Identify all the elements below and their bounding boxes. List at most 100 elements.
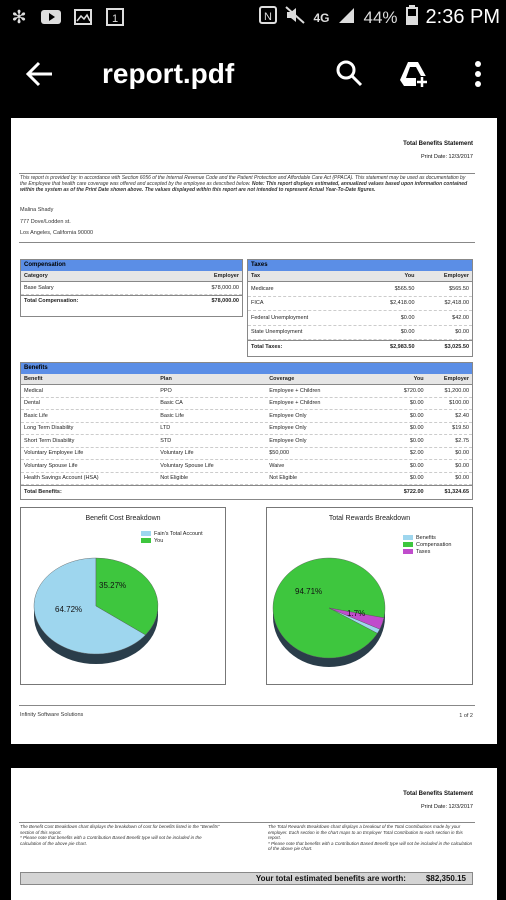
table-cell: $0.00 — [409, 400, 424, 407]
footer-company: Infinity Software Solutions — [20, 712, 84, 718]
table-cell: STD — [160, 437, 172, 444]
table-cell: Base Salary — [24, 284, 54, 291]
disclaimer-note: Note: This report displays estimated, an… — [20, 181, 468, 193]
table-cell: Dental — [24, 400, 40, 407]
table-cell: Employee Only — [269, 437, 307, 444]
note-total-rewards-footnote: * Please note that benefits with a Contr… — [268, 840, 473, 852]
status-bar: ✻ 1 N 4G 44% 2:36 PM — [0, 0, 506, 36]
summary-bar: Your total estimated benefits are worth:… — [20, 872, 473, 885]
table-cell: Voluntary Spouse Life — [160, 462, 214, 469]
table-cell: FICA — [251, 300, 264, 307]
address-line-1: 777 Dove/Lodden st. — [20, 219, 71, 225]
network-type: 4G — [313, 10, 330, 25]
table-cell: Employee + Children — [269, 400, 321, 407]
pdf-page-1[interactable]: Total Benefits Statement Print Date: 12/… — [11, 118, 497, 744]
legend-label: Benefits — [416, 534, 436, 541]
pie-label: 94.71% — [295, 587, 322, 596]
summary-value: $82,350.15 — [425, 874, 466, 883]
total-value: $722.00 — [403, 488, 424, 495]
column-header: Plan — [160, 376, 172, 382]
table-cell: Employee + Children — [269, 387, 321, 394]
table-cell: $19.50 — [452, 425, 469, 432]
print-date: Print Date: 12/3/2017 — [421, 804, 473, 810]
divider — [19, 822, 475, 823]
table-cell: $2.00 — [409, 450, 424, 457]
table-cell: $100.00 — [449, 400, 469, 407]
table-cell: Employee Only — [269, 425, 307, 432]
table-cell: $0.00 — [400, 329, 415, 336]
table-cell: Employee Only — [269, 412, 307, 419]
table-cell: $78,000.00 — [211, 284, 239, 291]
table-cell: $0.00 — [455, 450, 469, 457]
drive-add-icon[interactable] — [398, 58, 430, 90]
table-cell: $0.00 — [455, 462, 469, 469]
table-cell: Not Eligible — [269, 475, 298, 482]
page-number: 1 of 2 — [459, 713, 473, 719]
search-icon[interactable] — [334, 58, 366, 90]
pie-label: 1.7% — [347, 609, 365, 618]
table-cell: Not Eligible — [160, 475, 189, 482]
total-value: $3,025.50 — [444, 343, 469, 350]
youtube-icon — [40, 7, 62, 27]
svg-text:1: 1 — [112, 13, 118, 25]
total-rewards-chart: Total Rewards Breakdown Benefits Compens… — [266, 507, 473, 685]
legend-label: Compensation — [416, 541, 452, 548]
pdf-page-2[interactable]: Total Benefits Statement Print Date: 12/… — [11, 768, 497, 900]
mute-icon — [285, 6, 306, 29]
legend-label: You — [154, 537, 164, 544]
table-cell: $0.00 — [409, 412, 424, 419]
table-row: Dental Basic CA Employee + Children $0.00 $1… — [21, 398, 472, 410]
column-header: Coverage — [269, 376, 295, 382]
nfc-icon: N — [259, 6, 278, 29]
compensation-header: Compensation — [21, 260, 242, 271]
benefits-header: Benefits — [21, 363, 472, 374]
legend-swatch — [141, 531, 151, 536]
table-cell: Health Savings Account (HSA) — [24, 475, 99, 482]
legend-label: Taxes — [416, 548, 431, 555]
table-cell: Short Term Disability — [24, 437, 75, 444]
document-title: report.pdf — [102, 58, 235, 89]
table-cell: $565.50 — [449, 285, 469, 292]
divider — [19, 173, 475, 174]
legend-swatch — [141, 538, 151, 543]
column-header: Benefit — [24, 376, 43, 382]
signal-icon — [337, 6, 355, 29]
table-cell: State Unemployment — [251, 329, 303, 336]
taxes-table: Taxes Tax You Employer Medicare $565.50 $5… — [247, 259, 473, 357]
table-cell: $0.00 — [400, 314, 415, 321]
table-cell: LTD — [160, 425, 171, 432]
table-cell: Waive — [269, 462, 285, 469]
pie-depth — [273, 608, 385, 667]
column-header: Employer — [213, 273, 239, 279]
app-bar: report.pdf — [0, 36, 506, 114]
compensation-table: Compensation Category Employer Base Sala… — [20, 259, 243, 317]
table-row: Voluntary Spouse Life Voluntary Spouse Li… — [21, 460, 472, 473]
back-arrow-icon[interactable] — [24, 58, 56, 90]
pie-slice — [328, 607, 385, 630]
more-options-icon[interactable] — [462, 58, 494, 90]
note-benefit-cost: The Benefit Cost Breakdown chart display… — [20, 824, 220, 835]
pie-chart: 94.71% 1.7% — [272, 557, 386, 667]
table-cell: $0.00 — [409, 425, 424, 432]
divider — [19, 705, 475, 706]
column-header: You — [413, 376, 424, 382]
table-cell: $2,418.00 — [390, 300, 415, 307]
table-cell: PPO — [160, 387, 172, 394]
table-cell: Federal Unemployment — [251, 314, 309, 321]
total-value: $1,324.65 — [444, 488, 469, 495]
legend-swatch — [403, 535, 413, 540]
table-cell: $50,000 — [269, 450, 290, 457]
table-row: Long Term Disability LTD Employee Only $0.0… — [21, 423, 472, 435]
total-label: Total Compensation: — [24, 298, 79, 305]
divider — [19, 242, 475, 243]
statement-title: Total Benefits Statement — [403, 141, 473, 147]
table-cell: Long Term Disability — [24, 425, 74, 432]
table-cell: Basic Life — [160, 412, 185, 419]
pie-label: 64.72% — [55, 605, 82, 614]
print-date: Print Date: 12/3/2017 — [421, 154, 473, 160]
table-row: Health Savings Account (HSA) Not Eligible… — [21, 473, 472, 485]
calendar-one-icon: 1 — [104, 7, 126, 27]
benefit-cost-chart: Benefit Cost Breakdown Fain's Total Acco… — [20, 507, 226, 685]
column-header: Employer — [443, 376, 469, 382]
table-cell: $0.00 — [409, 475, 424, 482]
